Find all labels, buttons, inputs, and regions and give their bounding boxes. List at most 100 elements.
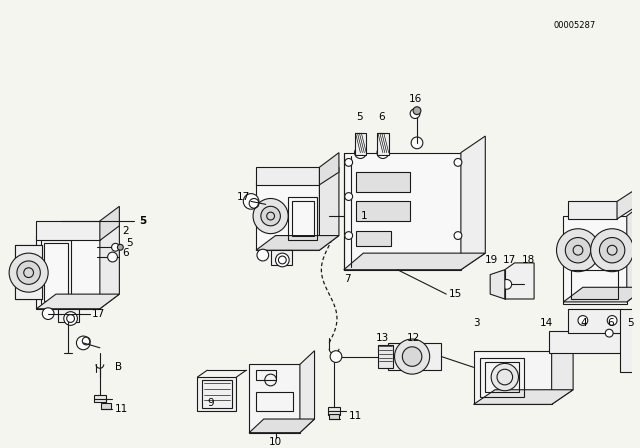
Polygon shape (36, 294, 120, 309)
Circle shape (330, 351, 342, 362)
Circle shape (454, 159, 462, 166)
Bar (378, 345, 392, 368)
Bar (568, 202, 617, 219)
Circle shape (591, 229, 634, 271)
Bar (288, 197, 317, 241)
Polygon shape (100, 221, 120, 309)
Polygon shape (617, 189, 637, 219)
Circle shape (17, 261, 40, 284)
Circle shape (394, 339, 429, 374)
Text: B: B (115, 362, 122, 372)
Polygon shape (634, 299, 640, 370)
Circle shape (411, 137, 423, 149)
Bar (356, 231, 390, 246)
Circle shape (257, 249, 269, 261)
Circle shape (377, 147, 388, 159)
Text: 6: 6 (122, 248, 129, 258)
Polygon shape (627, 323, 639, 353)
Bar (328, 407, 340, 415)
Polygon shape (256, 236, 339, 250)
Polygon shape (319, 167, 339, 250)
Text: 10: 10 (269, 437, 282, 448)
Bar (548, 331, 627, 353)
Bar (198, 377, 236, 411)
Circle shape (345, 159, 353, 166)
Bar (94, 395, 106, 402)
Circle shape (578, 315, 588, 325)
Circle shape (345, 193, 353, 200)
Text: 14: 14 (540, 319, 553, 328)
Circle shape (355, 147, 366, 159)
Text: 18: 18 (522, 255, 534, 265)
Bar (356, 202, 410, 221)
Circle shape (307, 198, 323, 214)
Circle shape (623, 329, 630, 337)
Circle shape (600, 237, 625, 263)
Circle shape (9, 253, 48, 292)
Polygon shape (300, 351, 314, 433)
Polygon shape (474, 390, 573, 405)
Polygon shape (15, 246, 42, 299)
Circle shape (502, 280, 511, 289)
Bar (356, 172, 410, 192)
Bar (36, 221, 100, 241)
Polygon shape (249, 419, 314, 433)
Text: 12: 12 (407, 333, 420, 343)
Bar (101, 403, 111, 409)
Text: 5: 5 (627, 319, 634, 328)
Bar (355, 133, 366, 155)
Bar (256, 182, 319, 250)
Circle shape (413, 107, 421, 115)
Bar (485, 362, 520, 392)
Polygon shape (344, 253, 485, 270)
Circle shape (403, 347, 422, 366)
Text: 6: 6 (378, 112, 385, 121)
Bar (256, 167, 319, 185)
Text: 17: 17 (92, 309, 106, 319)
Text: 15: 15 (449, 289, 463, 299)
Bar (474, 351, 552, 405)
Bar (563, 216, 627, 304)
Bar (42, 241, 70, 304)
Text: 13: 13 (376, 333, 389, 343)
Circle shape (345, 232, 353, 240)
Bar (256, 392, 293, 411)
Circle shape (275, 253, 289, 267)
Text: 00005287: 00005287 (554, 22, 596, 30)
Text: 1: 1 (360, 211, 367, 221)
Bar (15, 246, 42, 299)
Circle shape (42, 308, 54, 319)
Bar (36, 236, 100, 309)
Text: 5: 5 (126, 238, 133, 248)
Circle shape (64, 312, 77, 325)
Bar (329, 414, 339, 419)
Text: 4: 4 (581, 319, 588, 328)
Text: 11: 11 (349, 411, 362, 421)
Text: 16: 16 (409, 94, 422, 104)
Polygon shape (319, 153, 339, 185)
Text: 17: 17 (236, 192, 250, 202)
Text: 5: 5 (356, 112, 363, 121)
Bar (44, 243, 68, 301)
Bar (568, 309, 622, 333)
Text: 5: 5 (139, 216, 146, 226)
Circle shape (243, 194, 259, 209)
Polygon shape (627, 202, 640, 302)
Circle shape (605, 329, 613, 337)
Circle shape (261, 206, 280, 226)
Bar (202, 380, 232, 408)
Text: 11: 11 (115, 404, 128, 414)
Polygon shape (552, 335, 573, 405)
Bar (344, 153, 461, 270)
Polygon shape (461, 136, 485, 270)
Bar (377, 133, 388, 155)
Polygon shape (100, 206, 120, 241)
Text: 19: 19 (485, 255, 499, 265)
Bar (620, 309, 634, 372)
Bar (58, 309, 79, 323)
Circle shape (253, 198, 288, 233)
Polygon shape (490, 270, 505, 299)
Circle shape (108, 252, 117, 262)
Circle shape (111, 243, 120, 251)
Circle shape (565, 237, 591, 263)
